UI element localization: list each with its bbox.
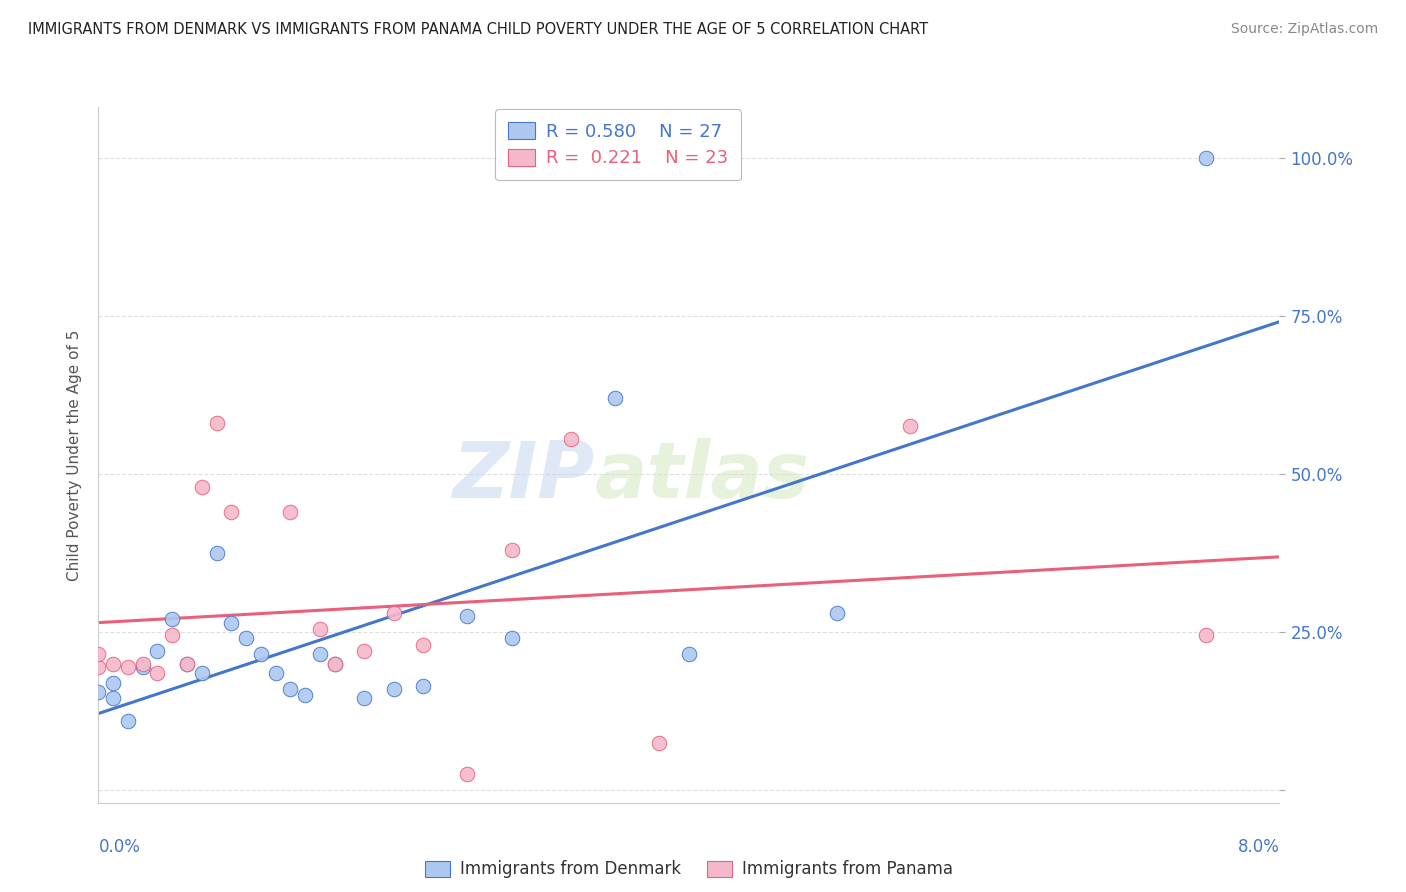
Text: IMMIGRANTS FROM DENMARK VS IMMIGRANTS FROM PANAMA CHILD POVERTY UNDER THE AGE OF: IMMIGRANTS FROM DENMARK VS IMMIGRANTS FR…: [28, 22, 928, 37]
Point: [382, 606, 405, 620]
Point: [825, 606, 848, 620]
Point: [1194, 628, 1216, 642]
Point: [353, 691, 375, 706]
Point: [176, 657, 198, 671]
Text: 8.0%: 8.0%: [1237, 838, 1279, 855]
Point: [294, 688, 316, 702]
Point: [323, 657, 346, 671]
Point: [678, 647, 700, 661]
Point: [162, 628, 183, 642]
Point: [87, 660, 110, 674]
Point: [146, 666, 169, 681]
Point: [1194, 151, 1216, 165]
Point: [412, 638, 434, 652]
Point: [132, 657, 155, 671]
Point: [103, 691, 124, 706]
Point: [219, 615, 242, 630]
Point: [191, 479, 214, 493]
Text: atlas: atlas: [595, 438, 810, 514]
Point: [382, 681, 405, 696]
Point: [146, 644, 169, 658]
Point: [898, 419, 921, 434]
Point: [176, 657, 198, 671]
Point: [103, 675, 124, 690]
Y-axis label: Child Poverty Under the Age of 5: Child Poverty Under the Age of 5: [66, 329, 82, 581]
Point: [117, 714, 139, 728]
Point: [278, 505, 301, 519]
Text: ZIP: ZIP: [453, 438, 595, 514]
Point: [103, 657, 124, 671]
Point: [219, 505, 242, 519]
Point: [205, 546, 228, 560]
Point: [560, 432, 582, 446]
Point: [323, 657, 346, 671]
Text: 0.0%: 0.0%: [98, 838, 141, 855]
Point: [501, 542, 523, 557]
Point: [353, 644, 375, 658]
Point: [278, 681, 301, 696]
Point: [117, 660, 139, 674]
Point: [456, 609, 478, 624]
Point: [235, 632, 257, 646]
Legend: R = 0.580    N = 27, R =  0.221    N = 23: R = 0.580 N = 27, R = 0.221 N = 23: [495, 109, 741, 180]
Text: Source: ZipAtlas.com: Source: ZipAtlas.com: [1230, 22, 1378, 37]
Point: [264, 666, 287, 681]
Point: [501, 632, 523, 646]
Point: [205, 417, 228, 431]
Point: [162, 612, 183, 626]
Point: [132, 660, 155, 674]
Point: [308, 647, 332, 661]
Point: [87, 647, 110, 661]
Point: [605, 391, 627, 405]
Point: [250, 647, 273, 661]
Point: [456, 767, 478, 781]
Point: [308, 622, 332, 636]
Point: [412, 679, 434, 693]
Point: [648, 736, 671, 750]
Point: [191, 666, 214, 681]
Point: [87, 685, 110, 699]
